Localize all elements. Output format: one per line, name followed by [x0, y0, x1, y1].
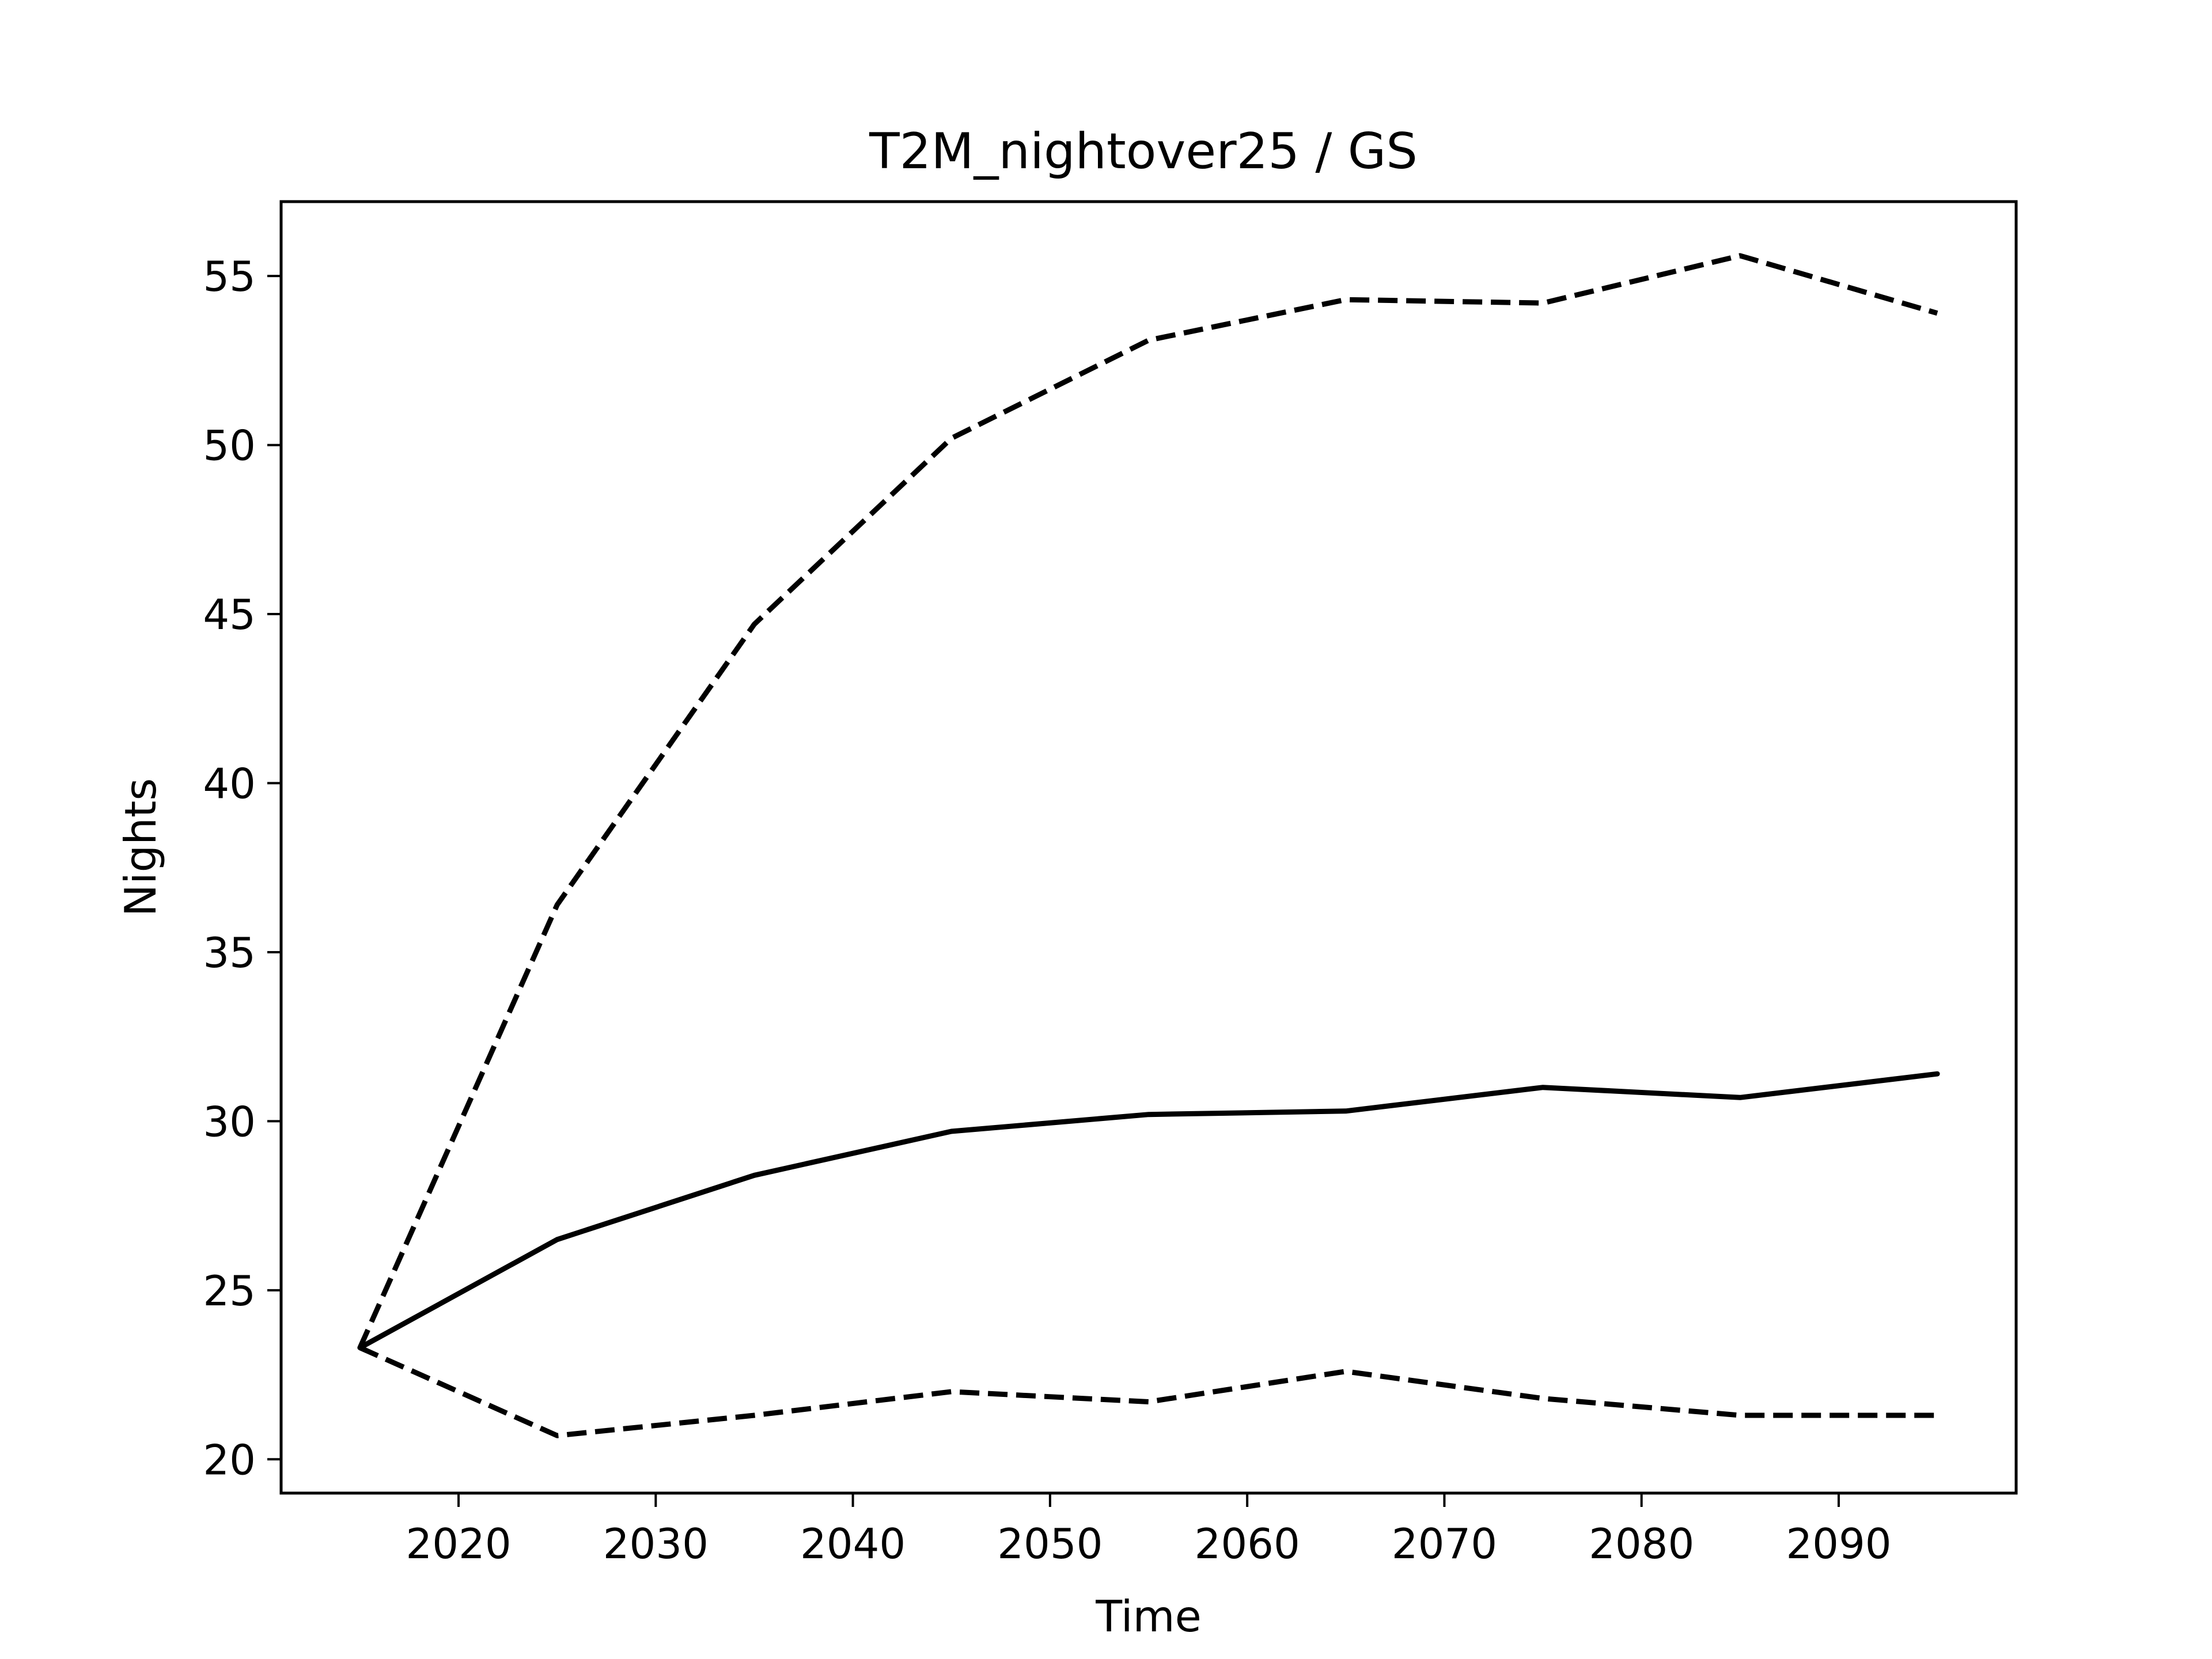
y-tick-label: 45 [203, 590, 256, 639]
x-tick-label: 2020 [406, 1520, 511, 1568]
x-tick-label: 2090 [1786, 1520, 1891, 1568]
y-tick-label: 20 [203, 1435, 256, 1484]
x-tick-label: 2040 [800, 1520, 906, 1568]
y-tick-label: 25 [203, 1267, 256, 1315]
y-axis-ticks: 20 25 30 35 40 45 50 55 [203, 252, 281, 1484]
y-tick-label: 35 [203, 929, 256, 977]
x-tick-label: 2030 [603, 1520, 709, 1568]
series-line-3 [359, 1345, 1938, 1438]
plot-frame [279, 200, 2018, 1495]
y-tick-label: 50 [203, 422, 256, 470]
series-layer [357, 253, 1940, 1438]
y-tick-label: 55 [203, 252, 256, 301]
chart-title: T2M_nightover25 / GS [869, 123, 1418, 180]
x-tick-label: 2070 [1392, 1520, 1497, 1568]
y-tick-label: 40 [203, 759, 256, 808]
series-line-1 [357, 1071, 1940, 1351]
x-tick-label: 2060 [1195, 1520, 1300, 1568]
x-axis-ticks: 2020 2030 2040 2050 2060 2070 2080 2090 [406, 1493, 1892, 1568]
x-axis-label: Time [1095, 1591, 1202, 1642]
x-tick-label: 2080 [1589, 1520, 1694, 1568]
y-tick-label: 30 [203, 1097, 256, 1146]
y-axis-label: Nights [115, 778, 166, 917]
x-tick-label: 2050 [997, 1520, 1103, 1568]
series-line-2 [357, 253, 1938, 1349]
